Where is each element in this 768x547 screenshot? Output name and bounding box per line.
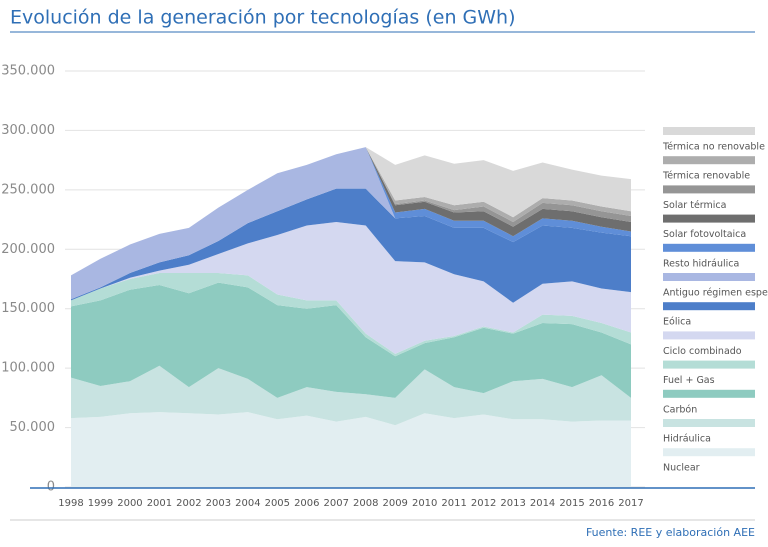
y-tick-label: 250.000 — [1, 182, 55, 197]
legend-swatch — [663, 243, 755, 252]
legend-label: Térmica no renovable — [662, 142, 765, 153]
x-tick-label: 2007 — [324, 498, 349, 509]
x-tick-label: 2002 — [176, 498, 201, 509]
legend-label: Térmica renovable — [662, 171, 750, 182]
legend-label: Ciclo combinado — [663, 346, 742, 357]
y-tick-label: 150.000 — [1, 301, 55, 316]
legend-label: Nuclear — [663, 463, 700, 474]
area-series — [71, 221, 631, 354]
area-series — [71, 147, 631, 300]
area-series — [71, 273, 631, 357]
x-tick-label: 2011 — [441, 498, 466, 509]
x-tick-label: 1998 — [58, 498, 83, 509]
legend-swatch — [663, 273, 755, 281]
y-tick-label: 0 — [47, 480, 55, 495]
legend-swatch — [663, 156, 755, 165]
x-tick-label: 2003 — [206, 498, 231, 509]
legend-label: Solar fotovoltaica — [663, 229, 746, 240]
legend-label: Antiguo régimen especial — [663, 288, 768, 299]
legend-label: Fuel + Gas — [663, 375, 715, 386]
legend-swatch — [663, 127, 755, 135]
chart-title: Evolución de la generación por tecnologí… — [10, 7, 516, 29]
x-tick-label: 2013 — [500, 498, 525, 509]
legend-swatch — [663, 214, 755, 223]
y-tick-label: 200.000 — [1, 242, 55, 257]
legend-label: Solar térmica — [663, 200, 726, 211]
y-tick-label: 300.000 — [1, 123, 55, 138]
x-tick-label: 1999 — [88, 498, 113, 509]
y-tick-label: 100.000 — [1, 361, 55, 376]
legend-swatch — [663, 419, 755, 427]
legend-label: Resto hidráulica — [663, 258, 739, 269]
area-series — [71, 147, 631, 276]
legend-swatch — [663, 302, 755, 311]
x-tick-label: 2009 — [382, 498, 407, 509]
legend-swatch — [663, 331, 755, 340]
legend-label: Carbón — [663, 404, 697, 415]
y-tick-label: 50.000 — [10, 420, 56, 435]
x-tick-label: 2012 — [471, 498, 496, 509]
x-tick-label: 2000 — [117, 498, 142, 509]
legend-swatch — [663, 360, 755, 369]
x-tick-label: 2008 — [353, 498, 378, 509]
y-tick-label: 350.000 — [1, 64, 55, 79]
area-series — [71, 365, 631, 426]
source-note: Fuente: REE y elaboración AEE — [586, 526, 755, 539]
x-tick-label: 2006 — [294, 498, 319, 509]
x-tick-label: 2014 — [530, 498, 555, 509]
x-tick-label: 2016 — [589, 498, 614, 509]
x-tick-label: 2001 — [147, 498, 172, 509]
x-tick-label: 2015 — [559, 498, 584, 509]
area-series — [71, 412, 631, 487]
x-tick-label: 2004 — [235, 498, 260, 509]
x-tick-label: 2005 — [265, 498, 290, 509]
area-series — [71, 188, 631, 303]
legend-swatch — [663, 389, 755, 398]
legend-swatch — [663, 448, 755, 457]
area-series — [71, 282, 631, 398]
x-tick-label: 2017 — [618, 498, 643, 509]
x-tick-label: 2010 — [412, 498, 437, 509]
legend-swatch — [663, 185, 755, 194]
legend-label: Hidráulica — [663, 434, 711, 445]
legend-label: Eólica — [663, 317, 691, 328]
